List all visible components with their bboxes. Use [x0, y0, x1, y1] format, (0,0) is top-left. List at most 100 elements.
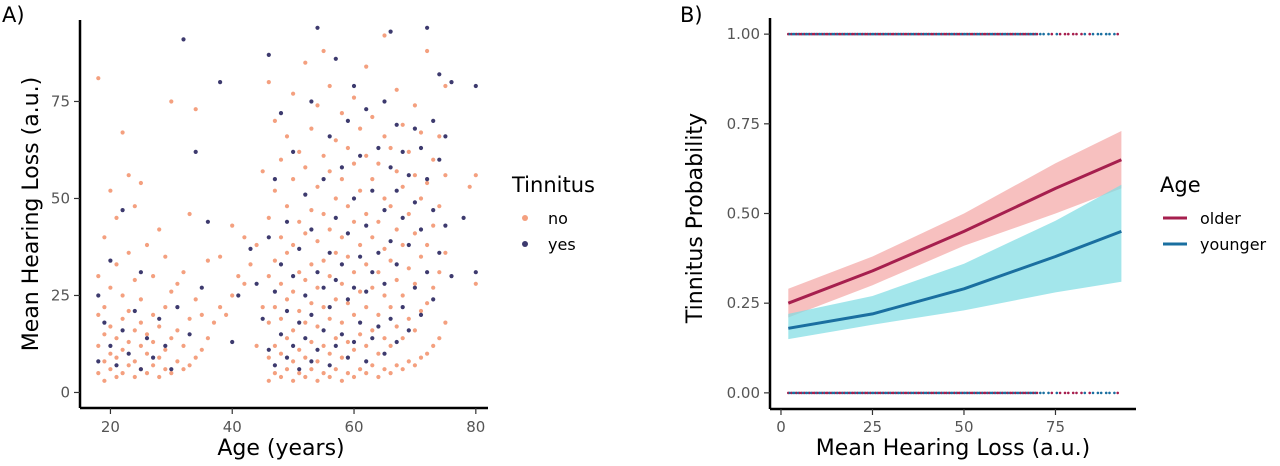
- point-no: [388, 145, 393, 151]
- point-yes: [376, 145, 381, 151]
- point-no: [418, 355, 424, 360]
- legend-younger-label: younger: [1200, 235, 1267, 254]
- point-no: [358, 242, 363, 248]
- point-no: [394, 363, 399, 368]
- point-yes: [278, 111, 284, 116]
- point-no: [132, 374, 137, 380]
- point-no: [443, 250, 448, 255]
- point-no: [303, 320, 308, 325]
- point-no: [163, 367, 168, 372]
- point-no: [291, 378, 296, 383]
- point-no: [266, 274, 271, 279]
- y-tick-label: 25: [51, 286, 70, 304]
- point-no: [321, 343, 326, 348]
- point-no: [394, 324, 399, 329]
- point-no: [163, 347, 168, 352]
- point-yes: [303, 293, 308, 298]
- rug-dot: [1055, 391, 1059, 395]
- fit-lines: [787, 158, 1122, 330]
- line-older: [787, 158, 1122, 305]
- point-no: [376, 270, 381, 275]
- point-no: [406, 359, 411, 364]
- point-yes: [321, 328, 326, 333]
- point-yes: [412, 126, 417, 131]
- point-no: [278, 281, 284, 286]
- point-no: [96, 343, 101, 348]
- point-yes: [418, 312, 424, 317]
- point-yes: [102, 320, 107, 325]
- point-yes: [297, 367, 302, 372]
- point-yes: [351, 285, 357, 290]
- point-yes: [303, 192, 308, 197]
- point-yes: [175, 305, 180, 310]
- point-yes: [260, 316, 265, 321]
- point-no: [309, 301, 314, 306]
- rug-dot: [1047, 32, 1050, 36]
- point-no: [431, 223, 436, 228]
- point-yes: [157, 316, 162, 321]
- point-no: [218, 305, 223, 310]
- point-no: [406, 266, 411, 271]
- point-no: [388, 204, 393, 209]
- point-no: [284, 336, 290, 341]
- point-no: [412, 281, 417, 286]
- point-yes: [327, 250, 332, 255]
- point-no: [351, 270, 357, 275]
- point-no: [327, 169, 332, 174]
- point-yes: [388, 29, 393, 34]
- point-no: [364, 343, 369, 348]
- point-no: [382, 33, 387, 38]
- point-yes: [327, 363, 332, 368]
- point-no: [400, 184, 405, 189]
- point-no: [297, 308, 302, 314]
- point-no: [297, 219, 302, 224]
- point-no: [272, 343, 277, 348]
- point-yes: [449, 274, 454, 279]
- point-no: [321, 48, 326, 54]
- point-yes: [339, 262, 344, 267]
- point-yes: [388, 239, 393, 244]
- point-yes: [278, 332, 284, 337]
- point-no: [278, 351, 284, 356]
- point-no: [236, 274, 241, 279]
- point-no: [169, 289, 174, 294]
- point-yes: [351, 196, 357, 201]
- point-no: [443, 173, 448, 178]
- point-yes: [248, 246, 253, 251]
- point-no: [364, 211, 369, 217]
- point-no: [291, 91, 296, 96]
- point-no: [297, 371, 302, 376]
- point-yes: [230, 339, 235, 345]
- point-yes: [315, 270, 320, 275]
- rug-dot: [1096, 391, 1100, 395]
- point-no: [406, 211, 411, 217]
- point-no: [144, 242, 150, 248]
- point-no: [187, 316, 192, 321]
- point-no: [358, 367, 363, 372]
- point-yes: [412, 200, 417, 205]
- point-no: [394, 277, 399, 283]
- point-yes: [345, 118, 350, 123]
- rug-dot: [1047, 391, 1050, 395]
- point-no: [345, 204, 350, 209]
- point-yes: [400, 305, 405, 310]
- rug-dot: [1104, 32, 1108, 36]
- point-no: [370, 114, 375, 120]
- point-yes: [425, 177, 430, 182]
- point-no: [297, 347, 302, 352]
- point-no: [425, 48, 430, 54]
- point-yes: [284, 308, 290, 314]
- point-yes: [284, 219, 290, 224]
- point-no: [388, 371, 393, 376]
- point-no: [473, 173, 478, 178]
- point-yes: [266, 347, 271, 352]
- point-yes: [437, 157, 442, 162]
- point-yes: [376, 324, 381, 329]
- point-yes: [473, 270, 478, 275]
- point-no: [351, 219, 357, 224]
- point-no: [108, 188, 113, 193]
- point-no: [339, 177, 344, 182]
- point-no: [96, 312, 101, 317]
- point-yes: [327, 305, 332, 310]
- point-no: [181, 343, 186, 348]
